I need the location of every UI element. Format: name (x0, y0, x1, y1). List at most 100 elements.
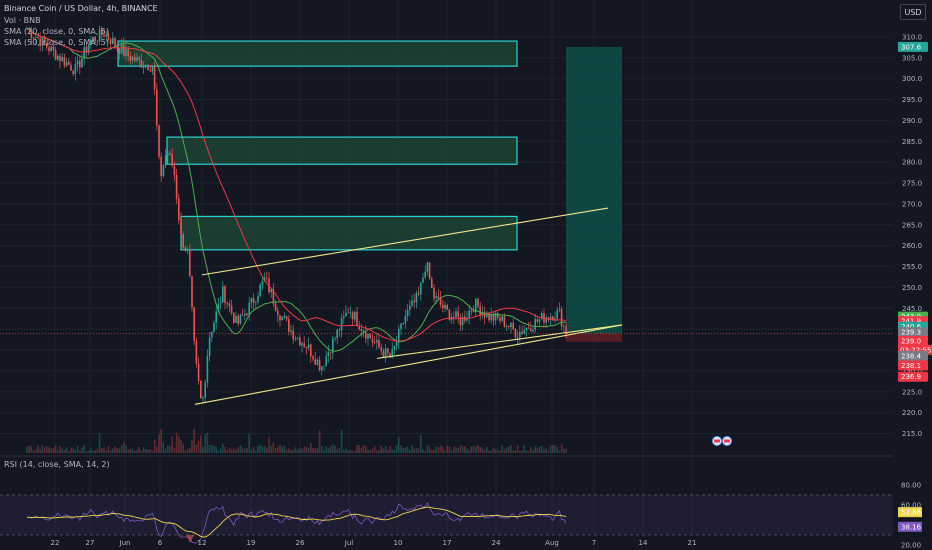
volume-bar (492, 447, 495, 453)
volume-bar (402, 447, 404, 453)
volume-bar (233, 448, 235, 453)
volume-bar (347, 450, 349, 453)
price-tick: 255.0 (902, 263, 922, 271)
candle-body (299, 337, 301, 346)
candle-body (68, 62, 70, 65)
volume-bar (158, 434, 160, 453)
volume-bar (301, 448, 303, 453)
candle-body (61, 57, 63, 62)
volume-bar (380, 445, 382, 453)
candle-body (431, 278, 433, 288)
volume-bar (338, 448, 341, 453)
candle-body (109, 39, 112, 44)
volume-bar (37, 445, 39, 453)
candle-body (307, 344, 310, 349)
volume-bar (257, 445, 259, 453)
volume-bar (563, 448, 565, 453)
volume-bar (186, 448, 189, 453)
rsi-legend[interactable]: RSI (14, close, SMA, 14, 2) (4, 460, 110, 469)
candle-body (373, 342, 376, 343)
candle-body (30, 29, 33, 38)
volume-bar (219, 448, 222, 453)
candle-body (323, 365, 325, 367)
volume-bar (85, 450, 88, 453)
volume-bar (422, 449, 424, 453)
candle-body (536, 319, 539, 322)
candle-body (334, 338, 336, 339)
volume-bar (241, 448, 244, 453)
date-label: 12 (198, 539, 207, 547)
candle-body (92, 36, 94, 40)
volume-bar (318, 430, 321, 453)
sma50-legend[interactable]: SMA (50, close, 0, SMA, 5) (4, 38, 109, 47)
volume-bar (362, 445, 365, 453)
volume-bar (39, 449, 41, 453)
volume-bar (433, 449, 435, 453)
volume-bar (435, 446, 437, 453)
candle-body (129, 55, 132, 61)
candle-body (532, 329, 534, 332)
volume-bar (92, 450, 94, 453)
volume-bar (444, 450, 446, 453)
price-tick: 260.0 (902, 242, 922, 250)
volume-bar (556, 447, 558, 453)
candle-body (226, 302, 228, 304)
candle-body (250, 298, 253, 303)
volume-bar (490, 450, 492, 453)
candle-body (391, 349, 393, 358)
currency-button[interactable]: USD (900, 4, 926, 20)
volume-bar (428, 446, 431, 453)
rsi-line (26, 501, 567, 544)
candle-body (127, 49, 129, 56)
volume-bar (263, 445, 266, 453)
candle-body (178, 198, 180, 220)
candle-body (488, 312, 490, 321)
volume-bar (503, 449, 506, 453)
volume-bar (312, 447, 314, 453)
sma20-legend[interactable]: SMA (20, close, 0, SMA, 5) (4, 27, 109, 36)
candle-body (384, 348, 387, 357)
volume-bar (404, 447, 407, 453)
volume-bar (147, 449, 149, 453)
candle-body (204, 382, 206, 398)
candle-body (512, 322, 514, 330)
candle-body (303, 343, 305, 347)
volume-bar (516, 445, 519, 453)
volume-bar (545, 448, 547, 453)
date-label: 14 (639, 539, 648, 547)
volume-bar (417, 448, 420, 453)
candle-body (136, 57, 138, 61)
volume-bar (307, 447, 310, 453)
volume-bar (74, 449, 77, 453)
candle-body (184, 247, 187, 251)
volume-bar (501, 445, 503, 453)
volume-bar (439, 445, 442, 453)
volume-bar (178, 436, 180, 453)
volume-bar (272, 442, 275, 453)
volume-bar (109, 450, 112, 453)
candle-body (46, 43, 48, 48)
rsi-oversold-fill (186, 535, 194, 543)
rsi-tick: 80.00 (901, 482, 921, 490)
volume-bar (420, 434, 422, 453)
candle-body (420, 282, 422, 295)
volume-bar (222, 443, 224, 453)
candle-body (530, 328, 532, 332)
candle-body (235, 316, 237, 323)
volume-bar (142, 447, 145, 453)
tag-239-3: 239.3 (901, 329, 921, 337)
volume-bar (107, 446, 110, 453)
target-price-tag: 307.6 (901, 43, 922, 51)
tag-238-1-bg (898, 360, 928, 371)
candle-body (125, 49, 127, 56)
candle-body (83, 47, 85, 59)
volume-bar (316, 448, 319, 453)
volume-legend[interactable]: Vol · BNB (4, 16, 41, 25)
volume-bar (151, 450, 154, 453)
candle-body (492, 314, 495, 321)
volume-bar (464, 446, 466, 453)
volume-bar (457, 448, 459, 453)
candle-body (332, 338, 334, 354)
candle-body (246, 313, 248, 316)
